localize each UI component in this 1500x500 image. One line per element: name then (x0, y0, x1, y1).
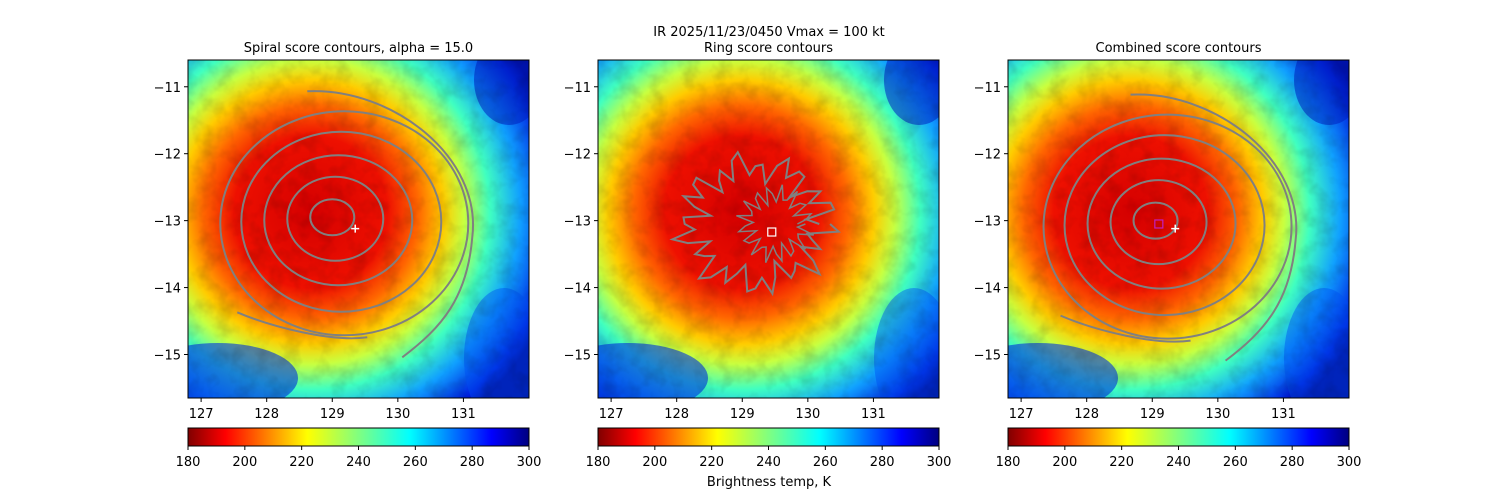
panel-title: Ring score contours (704, 41, 833, 56)
contour-ring (1042, 113, 1293, 340)
score-contours (669, 150, 842, 297)
y-tick-label: −12 (154, 148, 181, 163)
colorbar-bar (597, 427, 940, 447)
contour-ring (736, 184, 815, 264)
x-tick-label: 129 (730, 407, 755, 422)
colorbar-tick-label: 240 (1166, 455, 1191, 470)
ir-image (598, 60, 939, 398)
contour-ring (309, 198, 356, 237)
y-tick-label: −14 (974, 282, 1001, 297)
contour-ring (240, 130, 443, 313)
ir-image (1008, 60, 1349, 398)
x-tick-label: 128 (664, 407, 689, 422)
contour-ring (1063, 134, 1266, 317)
colorbar-tick-label: 300 (517, 455, 542, 470)
colorbar: 180 200 220 240 260 280 300 (586, 427, 952, 470)
contour-spiral-arm (1130, 93, 1298, 362)
colorbar-tick-label: 300 (1337, 455, 1362, 470)
axes-frame (1007, 59, 1350, 399)
y-tick-label: −15 (154, 348, 181, 363)
colorbar-tick-label: 260 (403, 455, 428, 470)
y-tick-label: −12 (974, 148, 1001, 163)
colorbar-tick-label: 220 (289, 455, 314, 470)
y-tick-label: −13 (154, 215, 181, 230)
colorbar-tick-label: 180 (176, 455, 201, 470)
x-tick-label: 130 (795, 407, 820, 422)
figure-suptitle: IR 2025/11/23/0450 Vmax = 100 kt (653, 25, 884, 40)
y-tick-label: −15 (974, 348, 1001, 363)
colorbar-tick-label: 200 (232, 455, 257, 470)
contour-ring (219, 110, 470, 337)
contour-spiral-arm (1060, 314, 1191, 343)
x-tick-label: 128 (254, 407, 279, 422)
x-tick-label: 127 (1009, 407, 1034, 422)
colorbar-tick-label: 200 (642, 455, 667, 470)
y-tick-label: −14 (564, 282, 591, 297)
colorbar-label: Brightness temp, K (707, 475, 832, 490)
colorbar-tick-label: 300 (927, 455, 952, 470)
x-tick-label: 128 (1074, 407, 1099, 422)
ir-image (188, 60, 529, 398)
y-tick-label: −12 (564, 148, 591, 163)
panel-title: Spiral score contours, alpha = 15.0 (244, 41, 473, 56)
colorbar-tick-label: 220 (1109, 455, 1134, 470)
x-tick-label: 130 (1205, 407, 1230, 422)
contour-ring (286, 175, 385, 262)
y-tick-label: −11 (974, 81, 1001, 96)
colorbar-tick-label: 280 (460, 455, 485, 470)
x-tick-label: 131 (861, 407, 886, 422)
y-tick-label: −13 (564, 215, 591, 230)
y-tick-label: −13 (974, 215, 1001, 230)
colorbar-tick-label: 180 (586, 455, 611, 470)
panel-1: Spiral score contours, alpha = 15.0 127 12… (154, 41, 542, 470)
y-tick-label: −11 (564, 81, 591, 96)
panel-title: Combined score contours (1096, 41, 1262, 56)
x-tick-label: 130 (385, 407, 410, 422)
colorbar-tick-label: 260 (813, 455, 838, 470)
contour-spiral-arm (236, 311, 368, 340)
x-tick-label: 131 (451, 407, 476, 422)
contour-ring (669, 150, 842, 297)
center-square-marker (767, 227, 777, 237)
colorbar: 180 200 220 240 260 280 300 (176, 427, 542, 470)
score-contours (1042, 93, 1298, 362)
x-tick-label: 129 (320, 407, 345, 422)
center-plus-marker (1171, 224, 1180, 233)
colorbar-tick-label: 180 (996, 455, 1021, 470)
contour-ring (1132, 201, 1179, 240)
contour-spiral-arm (307, 90, 475, 359)
colorbar-tick-label: 240 (756, 455, 781, 470)
colorbar-tick-label: 200 (1052, 455, 1077, 470)
colorbar-tick-label: 240 (346, 455, 371, 470)
colorbar-bar (187, 427, 530, 447)
y-tick-label: −14 (154, 282, 181, 297)
axes-frame (187, 59, 530, 399)
panel-3: Combined score contours 127 128 129 130 131 −1… (974, 41, 1362, 470)
x-tick-label: 129 (1140, 407, 1165, 422)
center-square-marker (1154, 219, 1164, 229)
x-tick-label: 131 (1271, 407, 1296, 422)
colorbar: 180 200 220 240 260 280 300 (996, 427, 1362, 470)
y-tick-label: −11 (154, 81, 181, 96)
colorbar-bar (1007, 427, 1350, 447)
y-tick-label: −15 (564, 348, 591, 363)
axes-frame (597, 59, 940, 399)
colorbar-tick-label: 260 (1223, 455, 1248, 470)
colorbar-tick-label: 220 (699, 455, 724, 470)
contour-ring (1109, 179, 1208, 266)
panel-2: Ring score contours 127 128 129 130 131 −11 −12… (564, 41, 952, 470)
x-tick-label: 127 (599, 407, 624, 422)
score-contours (219, 90, 475, 359)
contour-ring (1086, 157, 1237, 290)
colorbar-tick-label: 280 (1280, 455, 1305, 470)
x-tick-label: 127 (189, 407, 214, 422)
contour-ring (263, 154, 414, 287)
center-plus-marker (351, 224, 360, 233)
colorbar-tick-label: 280 (870, 455, 895, 470)
